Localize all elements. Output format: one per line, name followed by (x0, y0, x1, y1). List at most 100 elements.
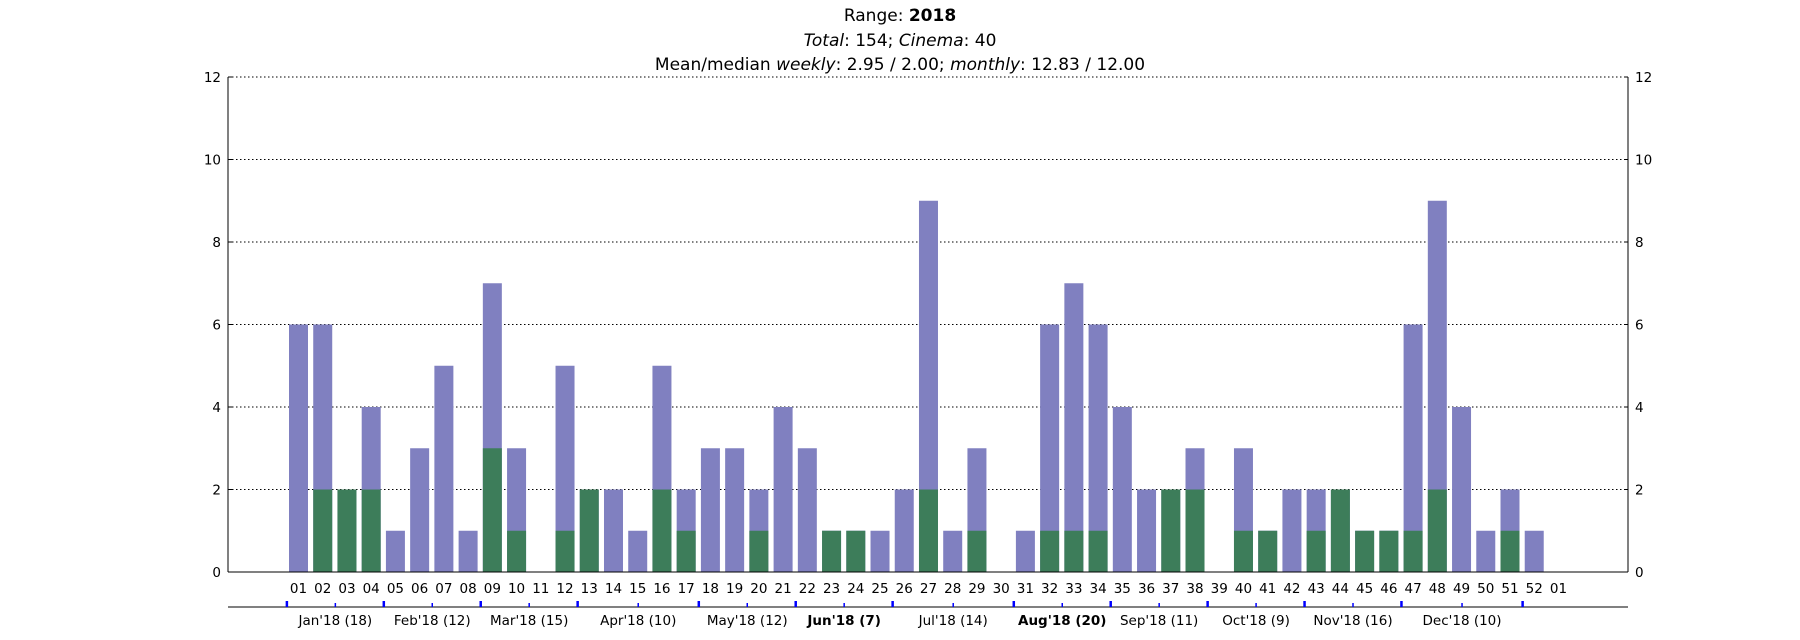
week-label-3: 03 (338, 581, 355, 597)
cinema-bar-40 (1233, 530, 1253, 572)
left-y-tick-label-2: 4 (212, 400, 221, 416)
range-line: Range: 2018 (0, 4, 1800, 29)
cinema-bar-41 (1258, 530, 1278, 572)
week-label-11: 11 (532, 581, 549, 597)
total-bar-18 (700, 448, 720, 572)
total-bar-19 (725, 448, 745, 572)
week-label-53: 01 (1550, 581, 1567, 597)
month-label-4: Apr'18 (10) (600, 613, 676, 629)
total-bar-49 (1452, 407, 1472, 572)
cinema-bar-13 (579, 489, 599, 572)
total-bar-31 (1015, 530, 1035, 572)
total-bar-1 (289, 324, 308, 572)
week-label-42: 42 (1283, 581, 1300, 597)
cinema-bar-29 (967, 530, 987, 572)
monthly-value: : 12.83 / 12.00 (1020, 55, 1146, 75)
cinema-bar-17 (676, 530, 696, 572)
week-label-52: 52 (1526, 581, 1543, 597)
week-label-6: 06 (411, 581, 428, 597)
left-y-tick-label-3: 6 (212, 318, 221, 334)
week-label-21: 21 (775, 581, 792, 597)
cinema-bar-37 (1161, 489, 1181, 572)
right-y-tick-label-0: 0 (1635, 565, 1644, 581)
week-label-1: 01 (290, 581, 307, 597)
week-label-41: 41 (1259, 581, 1276, 597)
week-label-29: 29 (968, 581, 985, 597)
week-label-22: 22 (799, 581, 816, 597)
week-label-14: 14 (605, 581, 622, 597)
cinema-bar-12 (555, 530, 575, 572)
total-bar-27 (918, 200, 938, 572)
cinema-bar-47 (1403, 530, 1423, 572)
week-label-35: 35 (1114, 581, 1131, 597)
total-bar-12 (555, 365, 575, 572)
month-label-7: Jul'18 (14) (918, 613, 988, 629)
cinema-bar-9 (482, 448, 502, 572)
week-label-16: 16 (653, 581, 670, 597)
cinema-bar-44 (1330, 489, 1350, 572)
monthly-label: monthly (950, 55, 1021, 75)
left-y-tick-label-1: 2 (212, 483, 221, 499)
week-label-39: 39 (1211, 581, 1228, 597)
week-label-43: 43 (1308, 581, 1325, 597)
cinema-bar-51 (1500, 530, 1520, 572)
week-label-40: 40 (1235, 581, 1252, 597)
range-label: Range: (843, 6, 909, 26)
month-label-9: Sep'18 (11) (1120, 613, 1198, 629)
cinema-bar-3 (337, 489, 357, 572)
left-y-tick-label-0: 0 (212, 565, 221, 581)
total-bar-35 (1112, 407, 1132, 572)
total-bar-7 (434, 365, 454, 572)
week-label-27: 27 (920, 581, 937, 597)
week-label-28: 28 (944, 581, 961, 597)
cinema-value: : 40 (963, 30, 997, 51)
week-label-24: 24 (847, 581, 864, 597)
cinema-bar-38 (1185, 489, 1205, 572)
week-label-17: 17 (678, 581, 695, 597)
total-bar-5 (385, 530, 405, 572)
week-label-9: 09 (484, 581, 501, 597)
week-label-34: 34 (1089, 581, 1106, 597)
total-bar-47 (1403, 324, 1423, 572)
week-label-15: 15 (629, 581, 646, 597)
total-bar-14 (603, 489, 623, 572)
month-label-5: May'18 (12) (707, 613, 788, 629)
total-value: : 154; (844, 30, 899, 51)
week-label-13: 13 (581, 581, 598, 597)
weekly-value: : 2.95 / 2.00; (835, 55, 951, 75)
total-bar-50 (1476, 530, 1496, 572)
week-label-46: 46 (1380, 581, 1397, 597)
total-bar-22 (797, 448, 817, 572)
week-label-30: 30 (993, 581, 1010, 597)
total-bar-8 (458, 530, 478, 572)
week-label-36: 36 (1138, 581, 1155, 597)
cinema-bar-45 (1355, 530, 1375, 572)
week-label-38: 38 (1186, 581, 1203, 597)
left-y-tick-label-4: 8 (212, 235, 221, 251)
week-label-8: 08 (460, 581, 477, 597)
week-label-31: 31 (1017, 581, 1034, 597)
total-bar-32 (1040, 324, 1060, 572)
total-bar-26 (894, 489, 914, 572)
week-label-26: 26 (896, 581, 913, 597)
weekly-label: weekly (776, 55, 836, 75)
cinema-bar-16 (652, 489, 672, 572)
month-label-12: Dec'18 (10) (1423, 613, 1502, 629)
week-label-5: 05 (387, 581, 404, 597)
right-y-tick-label-1: 2 (1635, 483, 1644, 499)
stats-line: Mean/median weekly: 2.95 / 2.00; monthly… (0, 53, 1800, 78)
month-label-1: Jan'18 (18) (297, 613, 372, 629)
month-label-6: Jun'18 (7) (806, 613, 881, 629)
week-label-47: 47 (1404, 581, 1421, 597)
right-y-tick-label-3: 6 (1635, 318, 1644, 334)
left-y-tick-label-6: 12 (204, 70, 221, 86)
totals-line: Total: 154; Cinema: 40 (0, 29, 1800, 54)
right-y-tick-label-6: 12 (1635, 70, 1652, 86)
mean-prefix: Mean/median (654, 55, 777, 75)
total-bar-21 (773, 407, 793, 572)
week-label-2: 02 (314, 581, 331, 597)
cinema-bar-32 (1040, 530, 1060, 572)
week-label-37: 37 (1162, 581, 1179, 597)
week-label-12: 12 (556, 581, 573, 597)
week-label-50: 50 (1477, 581, 1494, 597)
